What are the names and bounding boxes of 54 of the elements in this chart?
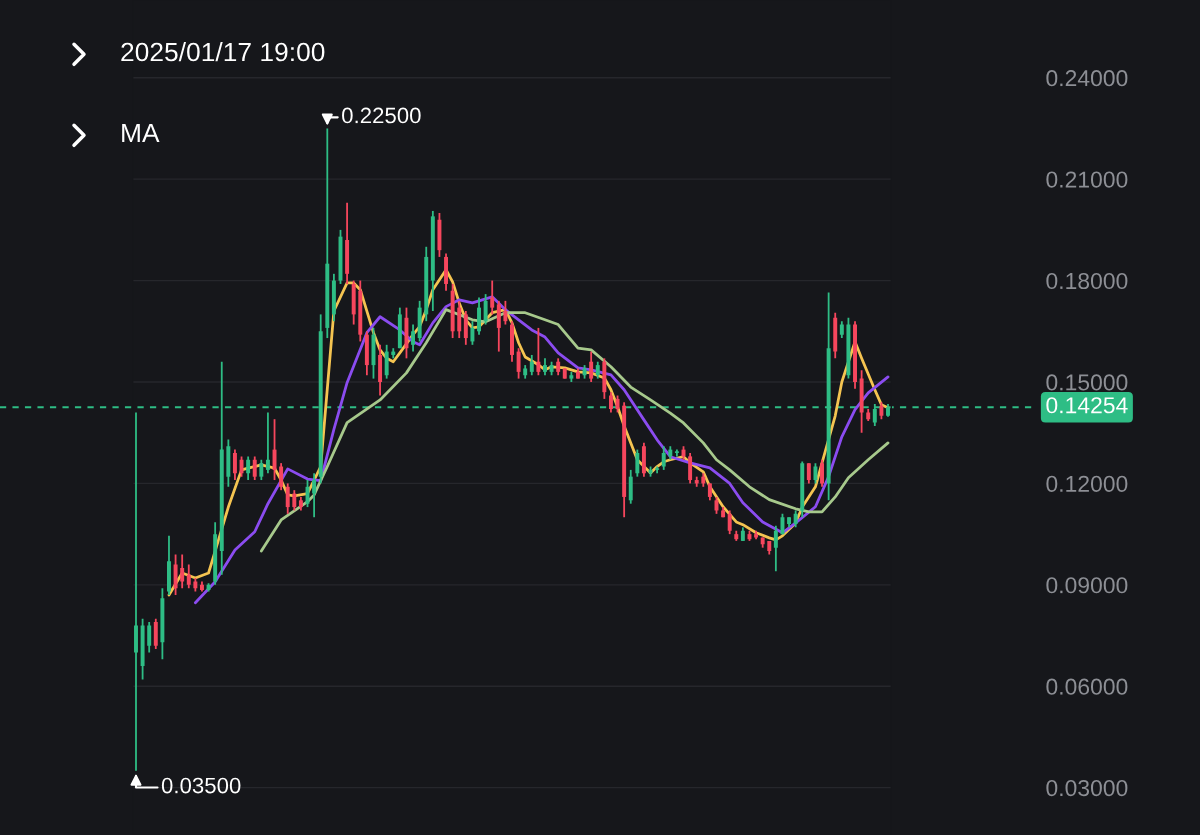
candlestick	[463, 310, 468, 346]
candlestick	[384, 343, 389, 380]
candlestick	[246, 455, 251, 481]
candlestick	[490, 279, 495, 316]
y-tick-label: 0.24000	[1046, 70, 1128, 87]
candlestick	[529, 354, 534, 377]
candlestick	[232, 448, 237, 481]
annotation: 0.03500	[161, 777, 241, 794]
ref-line-label: 0.14254	[1046, 397, 1128, 414]
candlestick	[173, 553, 178, 596]
candlestick	[279, 462, 284, 492]
candlestick	[608, 391, 613, 414]
candlestick	[292, 489, 297, 512]
candlestick	[536, 327, 541, 377]
candlestick	[635, 448, 640, 478]
candlestick	[134, 411, 138, 772]
candlestick	[259, 458, 264, 481]
candlestick	[661, 445, 666, 471]
candlestick	[272, 418, 277, 481]
candlestick	[503, 299, 508, 326]
y-tick-label: 0.09000	[1046, 577, 1128, 594]
candlestick	[312, 472, 317, 519]
y-tick-label: 0.15000	[1046, 374, 1128, 391]
candlestick	[477, 296, 481, 336]
candlestick	[496, 299, 501, 353]
candlestick	[470, 320, 475, 346]
candlestick	[180, 553, 185, 590]
candlestick	[411, 323, 416, 353]
y-tick-label: 0.03000	[1046, 779, 1128, 797]
candlestick	[727, 509, 732, 536]
candlestick	[252, 455, 257, 481]
candlestick	[516, 347, 521, 380]
candlestick	[239, 455, 244, 478]
y-tick-label: 0.06000	[1046, 678, 1128, 695]
candlestick	[186, 563, 191, 590]
y-tick-label: 0.12000	[1046, 475, 1128, 492]
annotation: MA	[122, 123, 160, 143]
candlestick	[688, 452, 693, 485]
candlestick	[820, 458, 825, 488]
candlestick	[773, 524, 778, 573]
annotation: 2025/01/17 19:00	[121, 41, 325, 62]
candlestick	[806, 462, 811, 485]
annotation: 0.22500	[342, 107, 421, 124]
candlestick	[483, 293, 488, 326]
candlestick	[147, 621, 152, 654]
candlestick	[285, 482, 290, 515]
candlestick	[153, 617, 158, 650]
candlestick	[628, 468, 633, 505]
candlestick	[457, 299, 462, 339]
candlestick	[813, 462, 818, 485]
candlestick	[589, 350, 594, 383]
y-tick-label: 0.21000	[1046, 171, 1128, 188]
y-tick-label: 0.18000	[1046, 272, 1128, 290]
candlestick	[265, 411, 270, 475]
